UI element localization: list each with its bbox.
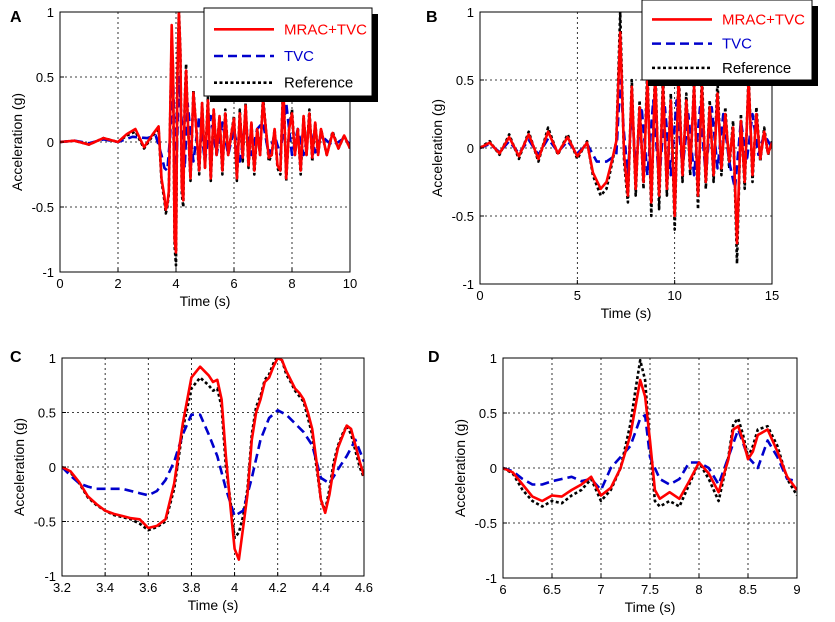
x-tick-label: 3.4 — [96, 580, 114, 595]
series-mrac-tvc — [60, 12, 350, 254]
x-tick-label: 8 — [288, 276, 295, 291]
y-tick-label: -1 — [462, 277, 474, 292]
series-mrac-tvc — [503, 378, 797, 503]
x-tick-label: 9 — [793, 582, 800, 597]
y-tick-label: 0.5 — [36, 70, 54, 85]
x-tick-label: 4 — [172, 276, 179, 291]
y-tick-label: 1 — [47, 5, 54, 20]
panel-c: C 3.2 3.4 3.6 3.8 4 4.2 4.4 4.6 -1 -0.5 0 0.5 1 Time (… — [10, 349, 373, 613]
y-tick-label: 1 — [490, 351, 497, 366]
y-tick-label: 1 — [467, 5, 474, 20]
series-group — [480, 12, 772, 265]
legend: MRAC+TVC TVC Reference — [203, 7, 378, 102]
legend-label: Reference — [722, 60, 791, 77]
x-tick-label: 3.6 — [139, 580, 157, 595]
legend-label: Reference — [284, 75, 353, 92]
legend: MRAC+TVC TVC Reference — [641, 0, 818, 86]
y-axis-label: Acceleration (g) — [9, 93, 25, 191]
y-tick-label: -0.5 — [475, 516, 497, 531]
y-tick-label: 0.5 — [38, 406, 56, 421]
y-tick-label: 0 — [490, 461, 497, 476]
y-axis-label: Acceleration (g) — [11, 418, 27, 516]
x-tick-label: 8 — [695, 582, 702, 597]
y-tick-label: -0.5 — [32, 200, 54, 215]
panel-b: B 0 5 10 15 -1 -0.5 0 0.5 1 Time (s) Acceleration (… — [426, 0, 818, 321]
panel-letter: C — [10, 349, 22, 366]
panel-letter: A — [10, 9, 22, 26]
legend-label: MRAC+TVC — [722, 11, 805, 28]
x-tick-label: 2 — [114, 276, 121, 291]
y-tick-label: 0.5 — [479, 406, 497, 421]
x-axis-label: Time (s) — [180, 293, 231, 309]
x-tick-label: 8.5 — [739, 582, 757, 597]
x-tick-label: 4.2 — [269, 580, 287, 595]
panel-d: D 6 6.5 7 7.5 8 8.5 9 -1 -0.5 0 0.5 1 Time (s) Acceler… — [428, 349, 801, 615]
y-tick-label: -1 — [42, 265, 54, 280]
y-tick-label: 0 — [47, 135, 54, 150]
x-tick-label: 0 — [56, 276, 63, 291]
y-tick-label: -1 — [485, 571, 497, 586]
x-tick-label: 3.2 — [53, 580, 71, 595]
panel-letter: B — [426, 9, 438, 26]
x-tick-label: 6.5 — [543, 582, 561, 597]
x-tick-label: 7 — [597, 582, 604, 597]
series-tvc — [62, 408, 364, 518]
series-group — [503, 358, 797, 508]
legend-label: TVC — [284, 48, 314, 65]
x-tick-label: 15 — [765, 288, 779, 303]
y-tick-label: 0.5 — [456, 73, 474, 88]
series-mrac-tvc — [480, 31, 772, 245]
y-tick-label: 1 — [49, 351, 56, 366]
series-group — [60, 12, 350, 267]
legend-label: MRAC+TVC — [284, 21, 367, 38]
y-tick-label: 0 — [49, 460, 56, 475]
y-tick-label: -0.5 — [452, 209, 474, 224]
x-tick-label: 6 — [499, 582, 506, 597]
x-axis-label: Time (s) — [601, 305, 652, 321]
x-tick-label: 0 — [476, 288, 483, 303]
panel-a: A 0 2 4 6 8 10 -1 -0.5 0 0.5 1 Time (s) Acceleration … — [9, 5, 378, 309]
x-tick-label: 4.6 — [355, 580, 373, 595]
y-axis-label: Acceleration (g) — [452, 419, 468, 517]
x-tick-label: 3.8 — [182, 580, 200, 595]
x-tick-label: 7.5 — [641, 582, 659, 597]
legend-label: TVC — [722, 36, 752, 53]
legend-box — [203, 7, 373, 97]
y-tick-label: -0.5 — [34, 515, 56, 530]
y-axis-label: Acceleration (g) — [429, 99, 445, 197]
x-tick-label: 10 — [343, 276, 357, 291]
x-axis-label: Time (s) — [625, 599, 676, 615]
x-tick-label: 4 — [231, 580, 238, 595]
x-tick-label: 10 — [667, 288, 681, 303]
y-tick-label: 0 — [467, 141, 474, 156]
x-tick-label: 6 — [230, 276, 237, 291]
x-tick-label: 5 — [574, 288, 581, 303]
y-tick-label: -1 — [44, 569, 56, 584]
panel-letter: D — [428, 349, 440, 366]
x-axis-label: Time (s) — [188, 597, 239, 613]
x-tick-label: 4.4 — [312, 580, 330, 595]
series-mrac-tvc — [62, 358, 364, 561]
series-group — [62, 358, 364, 561]
